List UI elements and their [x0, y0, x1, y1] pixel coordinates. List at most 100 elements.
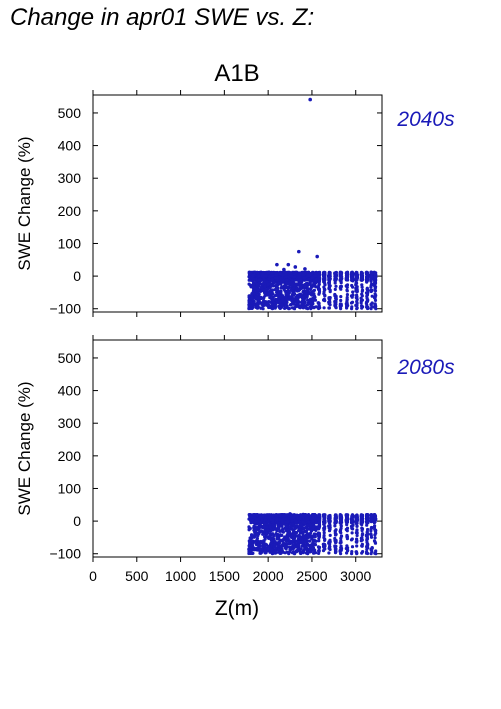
data-point — [339, 295, 343, 299]
data-point — [270, 303, 274, 307]
data-point — [355, 307, 359, 311]
data-point — [369, 275, 373, 279]
data-point — [327, 285, 332, 289]
data-point — [310, 528, 314, 532]
data-point — [285, 292, 289, 296]
data-point — [298, 271, 302, 275]
data-point — [345, 271, 349, 275]
data-point — [373, 272, 377, 276]
data-point — [295, 300, 299, 304]
y-tick-label: 0 — [73, 268, 81, 284]
data-point — [301, 305, 305, 309]
data-point — [350, 519, 354, 523]
data-point — [288, 271, 292, 275]
data-point — [281, 294, 285, 298]
data-point — [317, 306, 321, 311]
data-point — [271, 288, 275, 292]
x-tick-label: 1500 — [209, 568, 240, 584]
data-point — [373, 529, 377, 533]
data-point — [360, 278, 365, 282]
data-point — [303, 300, 307, 304]
data-point — [267, 292, 271, 296]
data-point — [292, 286, 296, 290]
data-point — [275, 272, 279, 276]
data-point — [327, 529, 332, 533]
data-point — [269, 294, 273, 298]
data-point — [281, 279, 286, 283]
data-point — [345, 546, 349, 550]
data-point — [257, 301, 261, 305]
data-point — [291, 293, 296, 297]
data-point — [259, 551, 263, 555]
data-point-outlier — [282, 267, 286, 272]
data-point — [275, 529, 279, 533]
data-point — [354, 540, 358, 544]
data-point — [296, 547, 300, 551]
data-point — [257, 546, 261, 550]
data-point — [350, 515, 354, 519]
data-point — [249, 304, 253, 308]
data-point — [366, 271, 370, 275]
data-point — [310, 290, 314, 294]
data-point — [354, 277, 358, 281]
data-point — [360, 288, 365, 292]
data-point — [247, 275, 251, 279]
data-point — [255, 271, 259, 275]
data-point — [307, 543, 311, 547]
data-point — [271, 532, 275, 536]
data-point — [354, 273, 358, 277]
data-point — [273, 288, 277, 292]
data-point — [327, 296, 331, 300]
data-point — [365, 538, 369, 542]
data-point — [370, 549, 374, 554]
y-tick-label: 300 — [58, 170, 82, 186]
data-point — [328, 290, 332, 294]
data-point — [355, 293, 359, 297]
data-point — [327, 275, 331, 279]
data-point — [294, 287, 299, 291]
data-point — [345, 306, 349, 310]
data-point — [359, 270, 363, 274]
data-point — [372, 295, 377, 299]
data-point-outlier — [315, 254, 319, 259]
data-point — [310, 293, 314, 297]
data-point — [263, 291, 267, 295]
data-point — [265, 280, 269, 284]
data-point — [290, 278, 294, 282]
data-point — [271, 536, 275, 540]
data-point — [333, 536, 337, 541]
data-point — [312, 306, 316, 310]
data-point — [317, 289, 322, 293]
data-point — [277, 291, 281, 296]
data-points — [247, 512, 378, 556]
data-point-outlier — [286, 262, 291, 267]
data-point — [288, 295, 292, 299]
data-point — [365, 278, 369, 282]
data-point — [294, 531, 299, 535]
data-point — [334, 284, 338, 288]
data-point — [257, 288, 261, 292]
data-point — [317, 513, 321, 517]
data-point — [355, 303, 359, 307]
period-label: 2040s — [396, 108, 455, 131]
data-point — [257, 532, 261, 536]
data-point — [328, 278, 332, 282]
data-point — [299, 285, 303, 289]
data-point — [262, 295, 266, 299]
data-point — [307, 274, 311, 278]
data-point — [250, 292, 254, 296]
data-point — [263, 522, 267, 527]
data-point — [345, 275, 350, 279]
data-point — [365, 523, 369, 527]
data-point — [373, 524, 377, 528]
data-point — [247, 307, 251, 311]
data-point — [323, 281, 327, 285]
data-point — [373, 298, 378, 302]
data-point — [372, 539, 377, 543]
data-point — [279, 305, 284, 309]
data-point — [278, 272, 282, 276]
data-point — [334, 302, 338, 306]
data-point — [301, 550, 305, 554]
